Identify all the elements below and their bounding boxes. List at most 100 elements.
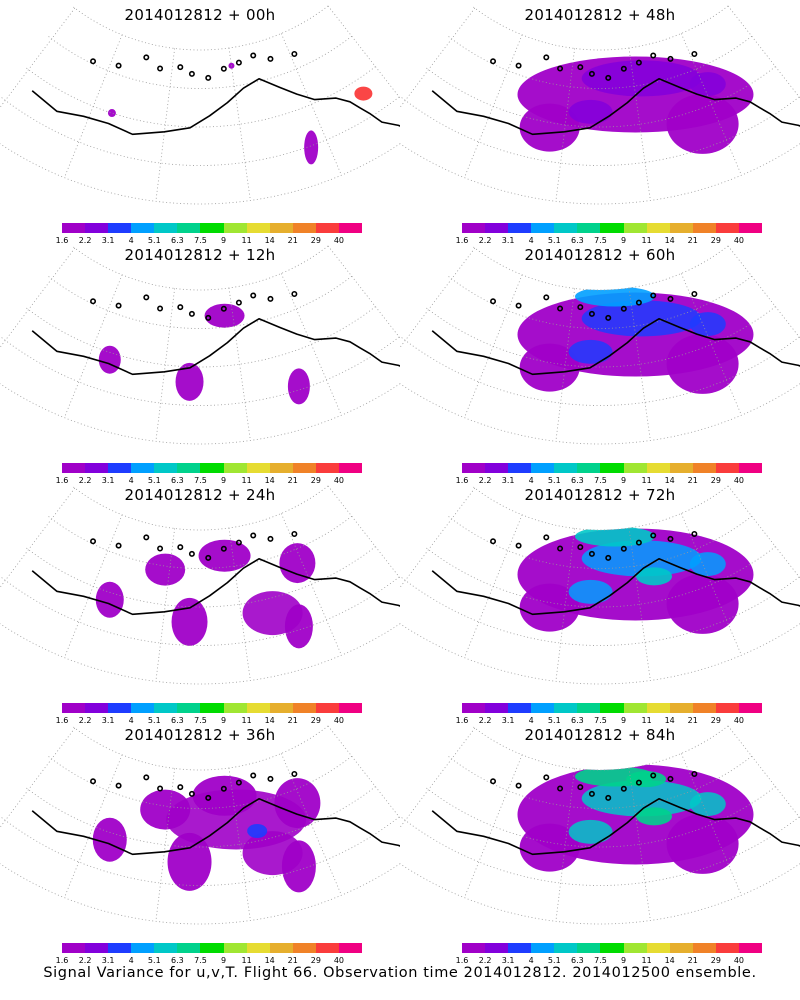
legend-swatch-7 — [223, 463, 247, 473]
legend-tick-label: 14 — [264, 476, 275, 485]
legend-tick-label: 6.3 — [571, 476, 584, 485]
legend-swatch-11 — [715, 703, 739, 713]
legend-tick-label: 1.6 — [55, 956, 69, 965]
legend-tick-label: 4 — [128, 956, 134, 965]
legend-swatch-8 — [246, 463, 270, 473]
legend-swatch-7 — [623, 943, 647, 953]
legend-tick-label: 21 — [687, 956, 698, 965]
legend-tick-label: 4 — [128, 716, 134, 725]
legend-swatch-12 — [738, 223, 763, 233]
legend-swatch-8 — [646, 703, 670, 713]
legend-tick-label: 11 — [241, 476, 252, 485]
color-legend: 1.6 2.2 3.1 4 5.1 6.3 7.5 9 11 14 21 29 40 — [56, 943, 363, 969]
legend-tick-label: 21 — [287, 956, 298, 965]
legend-swatch-6 — [600, 943, 624, 953]
polar-map — [0, 245, 400, 445]
legend-swatch-1 — [485, 943, 509, 953]
legend-swatch-6 — [600, 463, 624, 473]
legend-swatch-12 — [338, 463, 363, 473]
color-legend: 1.6 2.2 3.1 4 5.1 6.3 7.5 9 11 14 21 29 40 — [56, 463, 363, 489]
legend-tick-label: 6.3 — [171, 956, 184, 965]
legend-tick-label: 2.2 — [78, 956, 92, 965]
legend-tick-label: 14 — [264, 716, 275, 725]
legend-tick-label: 5.1 — [147, 716, 161, 725]
legend-tick-label: 9 — [220, 716, 227, 725]
legend-swatch-2 — [508, 703, 532, 713]
legend-swatch-11 — [315, 223, 339, 233]
panel-title: 2014012812 + 12h — [124, 246, 276, 264]
legend-tick-label: 4 — [528, 236, 534, 245]
legend-tick-label: 14 — [664, 236, 675, 245]
legend-swatch-4 — [154, 703, 178, 713]
legend-tick-label: 5.1 — [547, 476, 561, 485]
legend-swatch-12 — [738, 943, 763, 953]
legend-swatch-5 — [577, 703, 601, 713]
graticule — [0, 5, 400, 205]
legend-swatch-7 — [223, 703, 247, 713]
legend-swatch-3 — [131, 943, 155, 953]
panel-title: 2014012812 + 60h — [524, 246, 676, 264]
legend-swatch-6 — [200, 223, 224, 233]
polar-map — [400, 245, 800, 445]
legend-swatch-6 — [600, 703, 624, 713]
legend-swatch-0 — [62, 463, 86, 473]
legend-swatch-9 — [669, 703, 693, 713]
legend-swatch-0 — [62, 943, 86, 953]
color-legend: 1.6 2.2 3.1 4 5.1 6.3 7.5 9 11 14 21 29 40 — [56, 223, 363, 249]
legend-tick-label: 4 — [528, 716, 534, 725]
legend-swatch-8 — [246, 223, 270, 233]
legend-swatch-1 — [85, 223, 109, 233]
forecast-panel-p60: 2014012812 + 60h 1.6 2.2 3.1 4 5.1 6.3 7.5 9 11 14… — [400, 240, 800, 485]
legend-tick-label: 7.5 — [594, 476, 607, 485]
legend-tick-label: 3.1 — [501, 716, 515, 725]
color-legend: 1.6 2.2 3.1 4 5.1 6.3 7.5 9 11 14 21 29 40 — [56, 703, 363, 729]
forecast-panel-p12: 2014012812 + 12h 1.6 2.2 3.1 4 5.1 6.3 7.5 9 11 14… — [0, 240, 400, 485]
legend-tick-label: 14 — [664, 476, 675, 485]
legend-tick-label: 21 — [287, 476, 298, 485]
polar-map — [400, 5, 800, 205]
legend-tick-label: 40 — [333, 956, 345, 965]
legend-swatch-7 — [223, 223, 247, 233]
legend-tick-label: 9 — [220, 476, 227, 485]
legend-tick-label: 29 — [710, 476, 721, 485]
legend-tick-label: 40 — [333, 476, 345, 485]
legend-tick-label: 29 — [310, 716, 321, 725]
legend-tick-label: 14 — [664, 716, 675, 725]
legend-tick-label: 7.5 — [594, 956, 607, 965]
legend-swatch-5 — [177, 943, 201, 953]
legend-swatch-2 — [508, 223, 532, 233]
legend-tick-label: 1.6 — [455, 476, 469, 485]
legend-tick-label: 11 — [241, 716, 252, 725]
legend-swatch-8 — [646, 943, 670, 953]
legend-swatch-2 — [108, 463, 132, 473]
legend-tick-label: 3.1 — [501, 236, 515, 245]
legend-tick-label: 6.3 — [171, 716, 184, 725]
legend-swatch-8 — [246, 703, 270, 713]
legend-swatch-7 — [623, 463, 647, 473]
coastline — [431, 50, 800, 136]
legend-tick-label: 2.2 — [78, 236, 92, 245]
legend-swatch-11 — [315, 703, 339, 713]
legend-tick-label: 11 — [641, 716, 652, 725]
legend-tick-label: 9 — [620, 236, 627, 245]
legend-swatch-7 — [623, 223, 647, 233]
legend-swatch-5 — [177, 223, 201, 233]
legend-tick-label: 29 — [310, 236, 321, 245]
legend-tick-label: 9 — [220, 236, 227, 245]
legend-tick-label: 5.1 — [147, 956, 161, 965]
legend-swatch-0 — [462, 703, 486, 713]
legend-swatch-3 — [131, 703, 155, 713]
legend-swatch-10 — [292, 223, 316, 233]
legend-swatch-12 — [738, 463, 763, 473]
legend-swatch-9 — [269, 223, 293, 233]
legend-tick-label: 2.2 — [478, 956, 492, 965]
legend-tick-label: 3.1 — [101, 236, 115, 245]
legend-tick-label: 11 — [641, 236, 652, 245]
legend-tick-label: 21 — [287, 716, 298, 725]
legend-swatch-3 — [531, 223, 555, 233]
legend-swatch-5 — [177, 703, 201, 713]
legend-tick-label: 9 — [220, 956, 227, 965]
legend-swatch-5 — [577, 223, 601, 233]
legend-tick-label: 5.1 — [547, 956, 561, 965]
forecast-panel-p24: 2014012812 + 24h 1.6 2.2 3.1 4 5.1 6.3 7.5 9 11 14… — [0, 480, 400, 725]
